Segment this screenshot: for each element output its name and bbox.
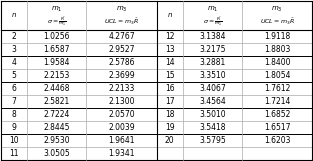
Text: $n$: $n$ xyxy=(167,11,173,19)
Text: $\sigma=\frac{\bar{R}}{m_1}$: $\sigma=\frac{\bar{R}}{m_1}$ xyxy=(47,16,67,28)
Text: 1.6203: 1.6203 xyxy=(264,136,290,145)
Text: 7: 7 xyxy=(12,97,16,106)
Text: 2.3699: 2.3699 xyxy=(108,71,135,80)
Text: 1.7612: 1.7612 xyxy=(264,84,290,93)
Text: 9: 9 xyxy=(12,123,16,132)
Text: 2.0570: 2.0570 xyxy=(108,110,135,119)
Text: 3.2175: 3.2175 xyxy=(199,45,226,54)
Text: 13: 13 xyxy=(165,45,175,54)
Text: 1.6587: 1.6587 xyxy=(44,45,70,54)
Text: 12: 12 xyxy=(165,32,174,41)
Text: 1.9341: 1.9341 xyxy=(108,149,135,158)
Text: 1.0256: 1.0256 xyxy=(44,32,70,41)
Text: $m_3$: $m_3$ xyxy=(116,4,127,14)
Text: 10: 10 xyxy=(9,136,19,145)
Text: 3.5010: 3.5010 xyxy=(199,110,226,119)
Text: 4: 4 xyxy=(12,58,16,67)
Text: 1.8054: 1.8054 xyxy=(264,71,290,80)
Text: 2.9527: 2.9527 xyxy=(108,45,135,54)
Text: 2.2133: 2.2133 xyxy=(108,84,135,93)
Text: 3.5795: 3.5795 xyxy=(199,136,226,145)
Text: $m_3$: $m_3$ xyxy=(271,4,283,14)
Text: 5: 5 xyxy=(12,71,16,80)
Text: 1.6517: 1.6517 xyxy=(264,123,290,132)
Text: 1.9641: 1.9641 xyxy=(108,136,135,145)
Text: 2.9530: 2.9530 xyxy=(44,136,70,145)
Text: 1.9118: 1.9118 xyxy=(264,32,290,41)
Text: 3.0505: 3.0505 xyxy=(44,149,70,158)
Text: 3.2881: 3.2881 xyxy=(199,58,226,67)
Text: $n$: $n$ xyxy=(11,11,17,19)
Text: 2.5786: 2.5786 xyxy=(108,58,135,67)
Text: 15: 15 xyxy=(165,71,175,80)
Text: 2.1300: 2.1300 xyxy=(108,97,135,106)
Text: 3.3510: 3.3510 xyxy=(199,71,226,80)
Text: 3.4067: 3.4067 xyxy=(199,84,226,93)
Text: 16: 16 xyxy=(165,84,175,93)
Text: 3.5418: 3.5418 xyxy=(199,123,226,132)
Text: $\sigma=\frac{\bar{R}}{m_1}$: $\sigma=\frac{\bar{R}}{m_1}$ xyxy=(203,16,223,28)
Text: $UCL=m_3\bar{R}$: $UCL=m_3\bar{R}$ xyxy=(104,17,139,27)
Text: 18: 18 xyxy=(165,110,174,119)
Text: 3.1384: 3.1384 xyxy=(199,32,226,41)
Text: 2.8445: 2.8445 xyxy=(44,123,70,132)
Text: 14: 14 xyxy=(165,58,175,67)
Text: 3: 3 xyxy=(12,45,16,54)
Text: 2: 2 xyxy=(12,32,16,41)
Text: 1.8803: 1.8803 xyxy=(264,45,290,54)
Text: 20: 20 xyxy=(165,136,175,145)
Text: 2.2153: 2.2153 xyxy=(44,71,70,80)
Text: 1.6852: 1.6852 xyxy=(264,110,290,119)
Text: 19: 19 xyxy=(165,123,175,132)
Text: 4.2767: 4.2767 xyxy=(108,32,135,41)
Text: 17: 17 xyxy=(165,97,175,106)
Text: $UCL=m_3\bar{R}$: $UCL=m_3\bar{R}$ xyxy=(260,17,295,27)
Text: 1.7214: 1.7214 xyxy=(264,97,290,106)
Text: $m_1$: $m_1$ xyxy=(51,4,63,14)
Text: 2.7224: 2.7224 xyxy=(44,110,70,119)
Text: 2.5821: 2.5821 xyxy=(44,97,70,106)
Text: 2.0039: 2.0039 xyxy=(108,123,135,132)
Text: 2.4468: 2.4468 xyxy=(44,84,70,93)
Text: 11: 11 xyxy=(9,149,19,158)
Text: $m_1$: $m_1$ xyxy=(207,4,218,14)
Text: 1.9584: 1.9584 xyxy=(44,58,70,67)
Text: 8: 8 xyxy=(12,110,16,119)
Text: 1.8400: 1.8400 xyxy=(264,58,290,67)
Text: 6: 6 xyxy=(12,84,16,93)
Text: 3.4564: 3.4564 xyxy=(199,97,226,106)
